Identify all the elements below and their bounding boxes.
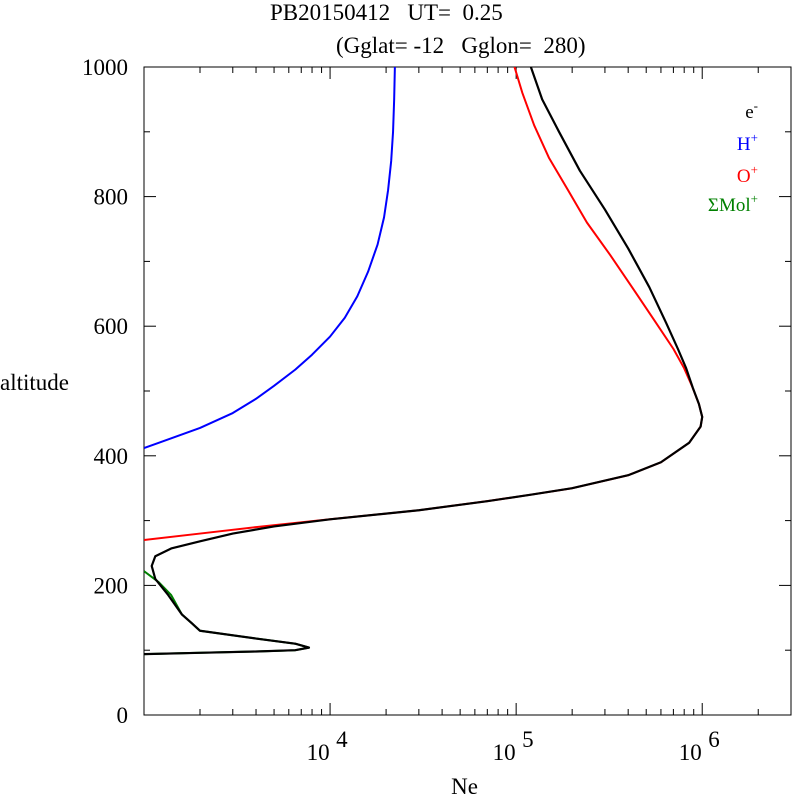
- y-tick-label: 400: [94, 444, 129, 469]
- y-axis-title: altitude: [0, 370, 69, 395]
- x-tick-label: 10: [493, 740, 516, 765]
- series-line-h: [144, 67, 396, 449]
- y-tick-label: 1000: [82, 55, 128, 80]
- legend-entry: H+: [737, 130, 758, 155]
- y-tick-label: 800: [94, 185, 129, 210]
- series-line-o: [144, 67, 704, 542]
- legend-entry: ΣMol+: [708, 191, 758, 216]
- series-line-e: [144, 67, 704, 656]
- x-tick-label: 10: [679, 740, 702, 765]
- y-tick-label: 200: [94, 573, 129, 598]
- chart-title-line2: (Gglat= -12 Gglon= 280): [336, 33, 586, 58]
- chart-title-line1: PB20150412 UT= 0.25: [270, 0, 503, 25]
- x-tick-label: 10: [307, 740, 330, 765]
- x-tick-exponent: 4: [336, 727, 348, 752]
- x-tick-exponent: 5: [522, 727, 534, 752]
- legend-entry: O+: [737, 162, 758, 187]
- x-axis-title: Ne: [451, 774, 478, 796]
- y-tick-label: 0: [117, 703, 129, 728]
- y-tick-label: 600: [94, 314, 129, 339]
- x-tick-exponent: 6: [708, 727, 720, 752]
- legend-entry: e-: [745, 98, 758, 123]
